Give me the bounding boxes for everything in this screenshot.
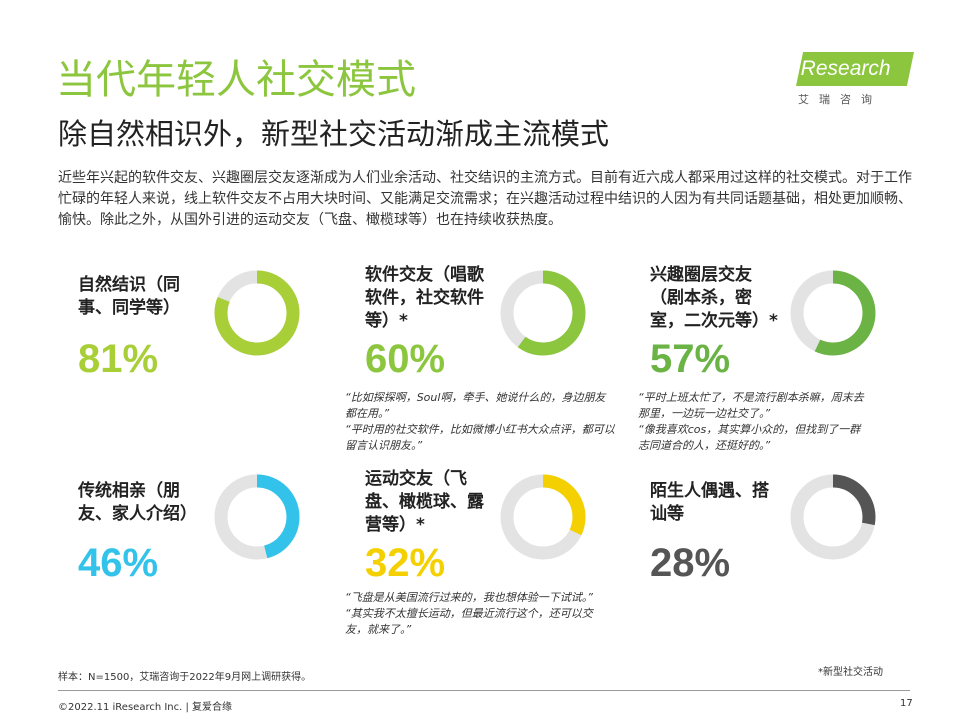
quote-interest: “平时上班太忙了，不是流行剧本杀嘛，周末去那里，一边玩一边社交了。” “像我喜欢… (638, 391, 864, 452)
card-pct-natural: 81% (78, 337, 159, 381)
donut-chart-stranger (790, 474, 876, 560)
card-label-traditional: 传统相亲（朋友、家人介绍） (78, 481, 197, 524)
logo-badge (796, 52, 914, 86)
card-label-interest: 兴趣圈层交友（剧本杀，密室，二次元等）* (650, 265, 778, 331)
quote-software: “比如探探啊，Soul啊，牵手、她说什么的，身边朋友都在用。” “平时用的社交软… (345, 391, 615, 452)
quote-sports: “飞盘是从美国流行过来的，我也想体验一下试试。” “其实我不太擅长运动，但最近流… (345, 591, 593, 636)
logo-text: iResearch (796, 57, 891, 80)
card-pct-interest: 57% (650, 337, 731, 381)
donut-chart-natural (214, 270, 300, 356)
sample-note: 样本：N=1500，艾瑞咨询于2022年9月网上调研获得。 (58, 672, 312, 683)
donut-arc-interest (790, 270, 876, 356)
donut-arc-sports (500, 474, 586, 560)
card-pct-stranger: 28% (650, 541, 731, 585)
footnote: *新型社交活动 (818, 667, 883, 678)
donut-arc-traditional (214, 474, 300, 560)
copyright: ©2022.11 iResearch Inc. | 复爱合缘 (58, 702, 233, 713)
card-pct-traditional: 46% (78, 541, 159, 585)
donut-arc-natural (214, 270, 300, 356)
donut-chart-traditional (214, 474, 300, 560)
page-title: 当代年轻人社交模式 (56, 57, 416, 103)
card-pct-sports: 32% (365, 541, 446, 585)
card-label-software: 软件交友（唱歌软件，社交软件等）* (365, 265, 484, 331)
page-number: 17 (900, 698, 913, 709)
card-pct-software: 60% (365, 337, 446, 381)
donut-arc-stranger (790, 474, 876, 560)
donut-arc-software (500, 270, 586, 356)
logo-subtitle: 艾瑞咨询 (798, 93, 882, 106)
page-subtitle: 除自然相识外，新型社交活动渐成主流模式 (58, 117, 610, 151)
donut-chart-interest (790, 270, 876, 356)
donut-chart-software (500, 270, 586, 356)
card-label-sports: 运动交友（飞盘、橄榄球、露营等）* (365, 469, 484, 535)
iresearch-logo: iResearch 艾瑞咨询 (788, 48, 918, 108)
card-label-stranger: 陌生人偶遇、搭讪等 (650, 481, 769, 524)
footer-divider (58, 690, 910, 691)
donut-chart-sports (500, 474, 586, 560)
intro-paragraph: 近些年兴起的软件交友、兴趣圈层交友逐渐成为人们业余活动、社交结识的主流方式。目前… (58, 170, 912, 228)
card-label-natural: 自然结识（同事、同学等） (78, 275, 180, 318)
